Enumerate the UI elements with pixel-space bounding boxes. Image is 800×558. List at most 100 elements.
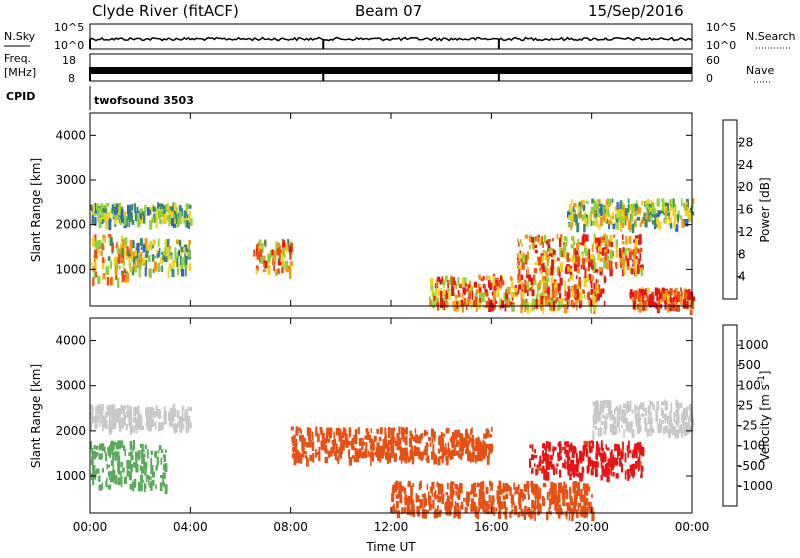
echo-cell	[476, 511, 479, 520]
echo-cell	[552, 249, 556, 255]
echo-cell	[590, 220, 593, 226]
echo-cell	[628, 248, 632, 252]
echo-cell	[188, 239, 191, 245]
echo-cell	[535, 468, 538, 476]
echo-cell	[441, 498, 445, 504]
echo-cell	[366, 431, 370, 441]
echo-cell	[445, 456, 448, 462]
echo-cell	[676, 218, 680, 224]
echo-cell	[264, 240, 267, 246]
echo-cell	[667, 304, 670, 313]
echo-cell	[431, 438, 434, 444]
echo-cell	[289, 264, 293, 269]
echo-cell	[666, 426, 669, 434]
echo-cell	[139, 238, 143, 246]
colorbar-tick-label: -500	[738, 459, 765, 473]
echo-cell	[129, 204, 132, 214]
colorbar-tick-label: 28	[738, 135, 753, 149]
echo-cell	[111, 242, 115, 252]
echo-cell	[331, 439, 335, 445]
echo-cell	[413, 436, 416, 442]
echo-cell	[616, 209, 620, 218]
echo-cell	[622, 403, 626, 408]
echo-cell	[549, 499, 551, 510]
echo-cell	[627, 422, 631, 431]
echo-cell	[184, 219, 188, 228]
echo-cell	[499, 285, 503, 289]
echo-cell	[263, 260, 266, 265]
echo-cell	[136, 259, 140, 269]
echo-cell	[404, 498, 408, 506]
echo-cell	[539, 293, 542, 303]
echo-cell	[256, 251, 260, 259]
echo-cell	[633, 251, 636, 260]
freq-tick-top: 18	[62, 54, 76, 67]
echo-cell	[341, 431, 345, 439]
echo-cell	[93, 256, 96, 265]
xtick-label: 04:00	[173, 520, 208, 534]
echo-cell	[127, 211, 130, 220]
echo-cell	[295, 426, 299, 431]
echo-cell	[540, 296, 543, 305]
echo-cell	[324, 456, 328, 464]
echo-cell	[259, 258, 262, 263]
echo-cell	[470, 504, 474, 511]
echo-cell	[518, 492, 522, 500]
echo-cell	[331, 447, 335, 454]
echo-cell	[587, 486, 591, 492]
echo-cell	[119, 418, 123, 424]
echo-cell	[589, 448, 592, 453]
echo-cell	[468, 435, 471, 445]
echo-cell	[445, 492, 449, 496]
echo-cell	[612, 211, 614, 216]
echo-cell	[159, 208, 163, 212]
echo-cell	[592, 220, 596, 226]
echo-cell	[533, 508, 536, 516]
colorbar-tick-label: -100	[738, 439, 765, 453]
echo-cell	[634, 246, 638, 255]
echo-cell	[298, 435, 301, 440]
echo-cell	[255, 265, 259, 271]
echo-cell	[533, 483, 536, 490]
echo-cell	[131, 219, 135, 225]
echo-cell	[646, 428, 650, 437]
echo-cell	[152, 245, 154, 249]
echo-cell	[534, 236, 537, 241]
station-title: Clyde River (fitACF)	[92, 2, 239, 20]
echo-cell	[480, 502, 485, 509]
echo-cell	[431, 453, 435, 457]
echo-cell	[451, 302, 455, 308]
echo-cell	[595, 414, 598, 423]
echo-cell	[185, 203, 189, 210]
echo-cell	[136, 242, 140, 253]
echo-cell	[545, 240, 549, 245]
echo-cell	[558, 298, 562, 303]
echo-cell	[173, 203, 177, 211]
echo-cell	[556, 233, 559, 240]
echo-cell	[176, 257, 179, 264]
echo-cell	[594, 426, 598, 430]
echo-cell	[676, 214, 679, 222]
echo-cell	[539, 488, 542, 494]
echo-cell	[653, 209, 657, 217]
echo-cell	[465, 497, 468, 505]
echo-cell	[311, 431, 314, 441]
echo-cell	[685, 409, 688, 418]
echo-cell	[597, 427, 600, 437]
echo-cell	[146, 450, 149, 455]
echo-cell	[538, 503, 542, 508]
echo-cell	[136, 410, 139, 415]
echo-cell	[533, 268, 538, 274]
echo-cell	[101, 424, 104, 431]
echo-cell	[111, 404, 113, 408]
echo-cell	[539, 241, 542, 246]
echo-cell	[678, 403, 681, 410]
echo-cell	[188, 220, 191, 230]
echo-cell	[624, 470, 627, 480]
echo-cell	[98, 444, 102, 451]
echo-cell	[98, 219, 102, 229]
echo-cell	[500, 501, 504, 509]
echo-cell	[606, 475, 610, 483]
echo-cell	[572, 485, 576, 494]
